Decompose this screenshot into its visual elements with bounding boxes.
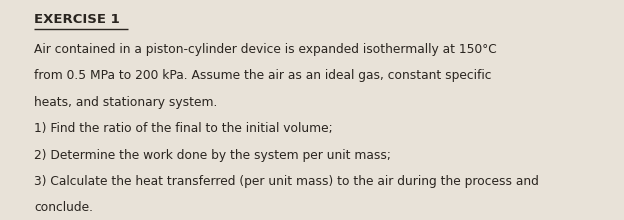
Text: 3) Calculate the heat transferred (per unit mass) to the air during the process : 3) Calculate the heat transferred (per u…	[34, 175, 539, 188]
Text: heats, and stationary system.: heats, and stationary system.	[34, 96, 218, 109]
Text: conclude.: conclude.	[34, 201, 94, 214]
Text: EXERCISE 1: EXERCISE 1	[34, 13, 120, 26]
Text: Air contained in a piston-cylinder device is expanded isothermally at 150°C: Air contained in a piston-cylinder devic…	[34, 43, 497, 56]
Text: 1) Find the ratio of the final to the initial volume;: 1) Find the ratio of the final to the in…	[34, 122, 333, 135]
Text: from 0.5 MPa to 200 kPa. Assume the air as an ideal gas, constant specific: from 0.5 MPa to 200 kPa. Assume the air …	[34, 70, 492, 82]
Text: 2) Determine the work done by the system per unit mass;: 2) Determine the work done by the system…	[34, 149, 391, 162]
